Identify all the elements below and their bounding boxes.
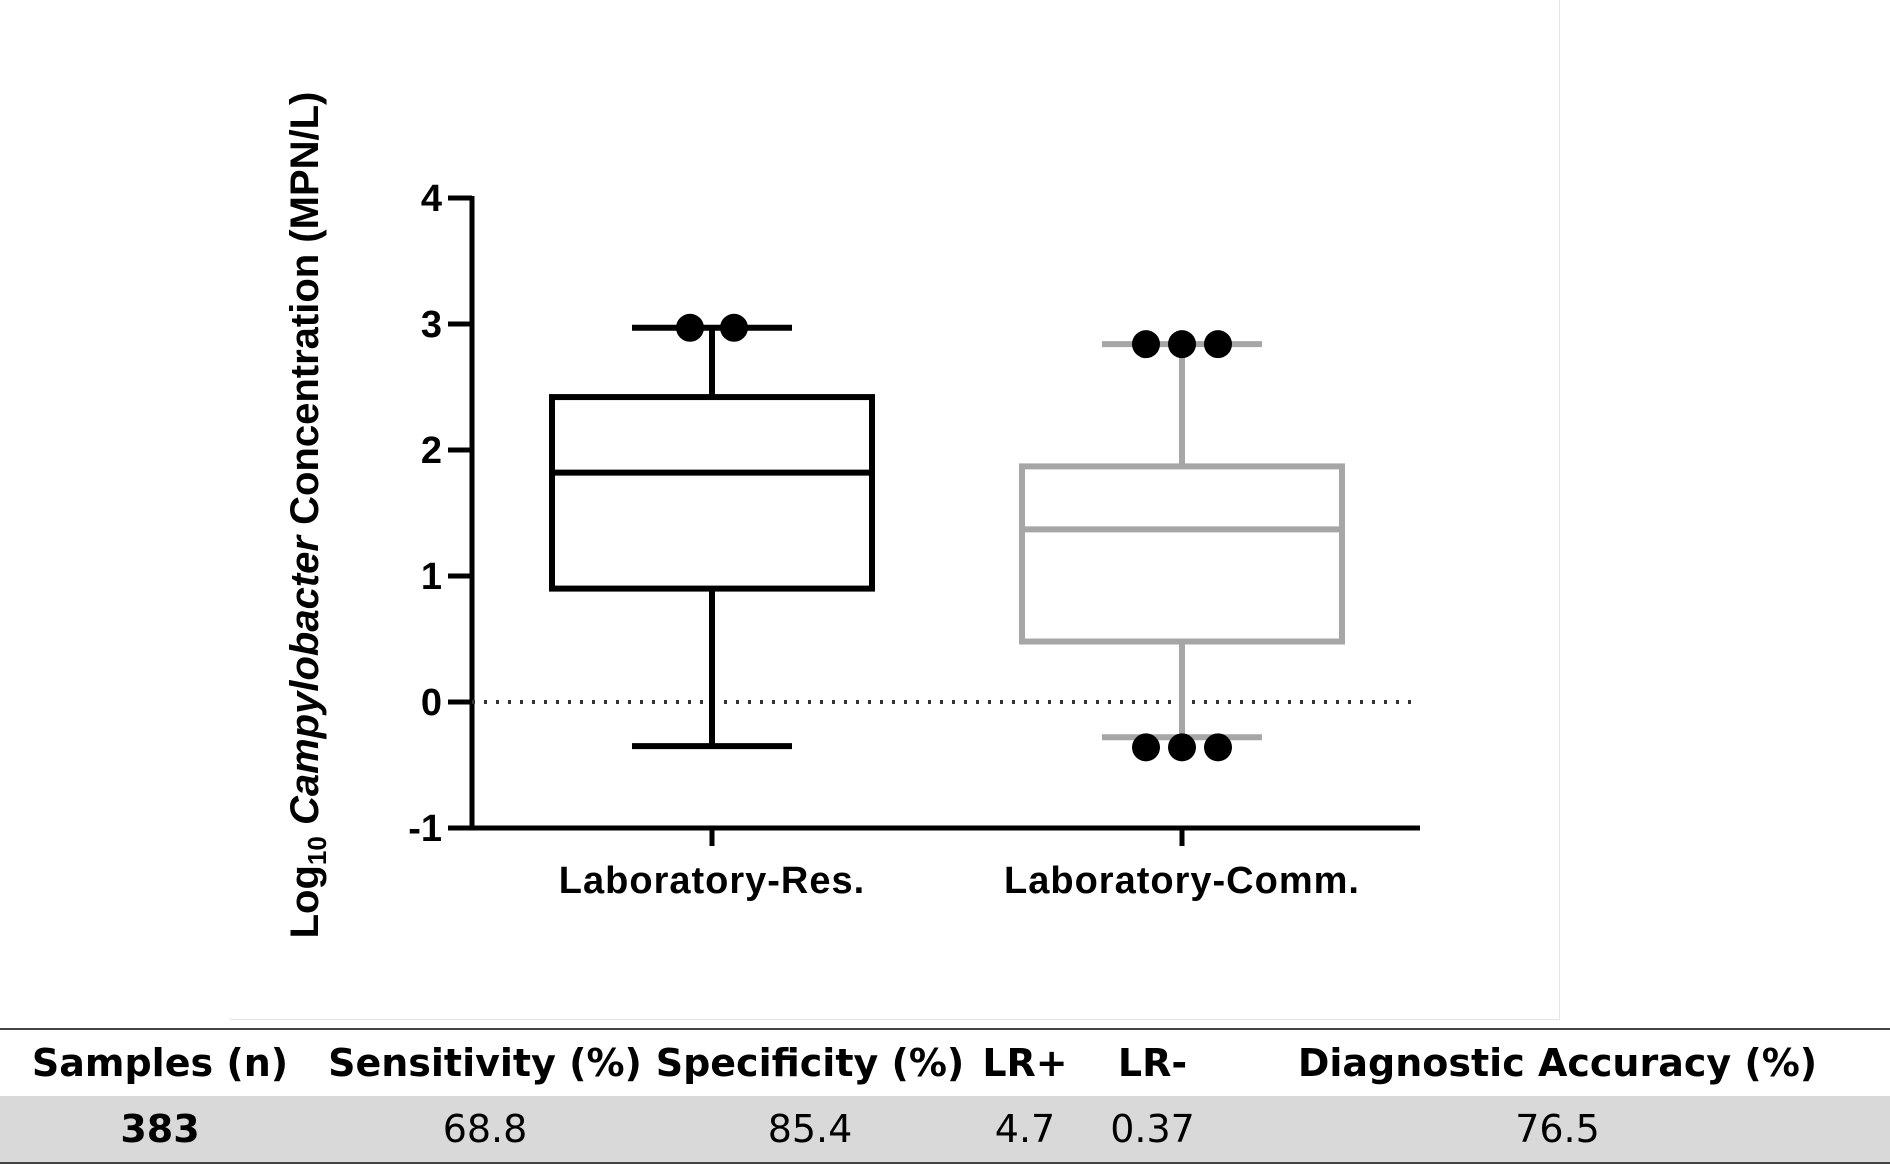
x-tick-label: Laboratory-Comm. xyxy=(1004,860,1360,902)
outlier-point xyxy=(1204,330,1232,359)
header-lr-minus: LR- xyxy=(1080,1028,1225,1096)
y-tick-label: 4 xyxy=(421,178,442,220)
table-row: 383 68.8 85.4 4.7 0.37 76.5 xyxy=(0,1096,1890,1164)
x-tick-label: Laboratory-Res. xyxy=(559,860,865,902)
header-diagnostic-accuracy: Diagnostic Accuracy (%) xyxy=(1225,1028,1890,1096)
header-samples: Samples (n) xyxy=(0,1028,320,1096)
outlier-point xyxy=(1168,733,1196,762)
cell-sensitivity: 68.8 xyxy=(320,1096,650,1164)
outlier-point xyxy=(1204,733,1232,762)
y-axis-label: Log10 Campylobacter Concentration (MPN/L… xyxy=(283,92,332,939)
y-tick-label: -1 xyxy=(408,808,442,850)
outlier-point xyxy=(720,313,748,342)
y-tick-label: 3 xyxy=(421,304,442,346)
outlier-point xyxy=(1132,733,1160,762)
cell-specificity: 85.4 xyxy=(650,1096,970,1164)
y-axis-label-unit: Concentration (MPN/L) xyxy=(283,92,327,536)
table-header-row: Samples (n) Sensitivity (%) Specificity … xyxy=(0,1028,1890,1096)
outlier-point xyxy=(676,313,704,342)
y-axis-label-subscript: 10 xyxy=(302,836,332,865)
diagnostic-results-table: Samples (n) Sensitivity (%) Specificity … xyxy=(0,1028,1890,1164)
y-tick-label: 0 xyxy=(421,682,442,724)
cell-diagnostic-accuracy: 76.5 xyxy=(1225,1096,1890,1164)
y-tick-label: 1 xyxy=(421,556,442,598)
y-tick-label: 2 xyxy=(421,430,442,472)
cell-lr-minus: 0.37 xyxy=(1080,1096,1225,1164)
box-plot-chart: -1 0 1 2 3 4 Laboratory-Res. Laboratory-Comm. Lo… xyxy=(283,92,1420,939)
header-sensitivity: Sensitivity (%) xyxy=(320,1028,650,1096)
iqr-box xyxy=(1019,463,1345,645)
cell-samples: 383 xyxy=(0,1096,320,1164)
iqr-box xyxy=(549,394,875,592)
header-specificity: Specificity (%) xyxy=(650,1028,970,1096)
header-lr-plus: LR+ xyxy=(970,1028,1080,1096)
outlier-point xyxy=(1168,330,1196,359)
chart-panel xyxy=(230,0,1560,1020)
cell-lr-plus: 4.7 xyxy=(970,1096,1080,1164)
outlier-point xyxy=(1132,330,1160,359)
y-axis-label-genus: Campylobacter xyxy=(283,534,327,837)
y-axis-label-log: Log xyxy=(283,865,327,938)
